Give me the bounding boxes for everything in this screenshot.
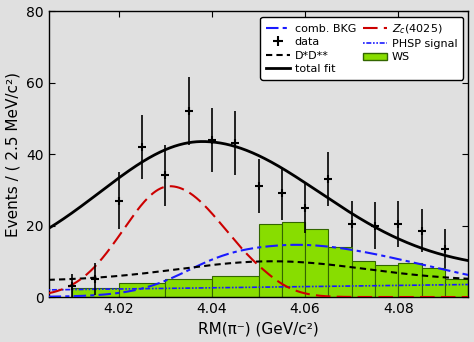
Bar [282,222,305,297]
Bar [258,224,282,297]
Bar [352,261,375,297]
Bar [212,276,258,297]
Bar [165,279,212,297]
Bar [305,229,328,297]
Bar [118,283,165,297]
Bar [72,288,118,297]
Y-axis label: Events / ( 2.5 MeV/c²): Events / ( 2.5 MeV/c²) [6,71,20,237]
Bar [445,279,468,297]
Bar [375,265,399,297]
Legend: comb. BKG, data, D*D**, total fit, $Z_c$(4025), PHSP signal, WS: comb. BKG, data, D*D**, total fit, $Z_c$… [260,17,463,80]
Bar [422,268,445,297]
X-axis label: RM(π⁻) (GeV/c²): RM(π⁻) (GeV/c²) [198,321,319,337]
Bar [399,263,422,297]
Bar [328,247,352,297]
